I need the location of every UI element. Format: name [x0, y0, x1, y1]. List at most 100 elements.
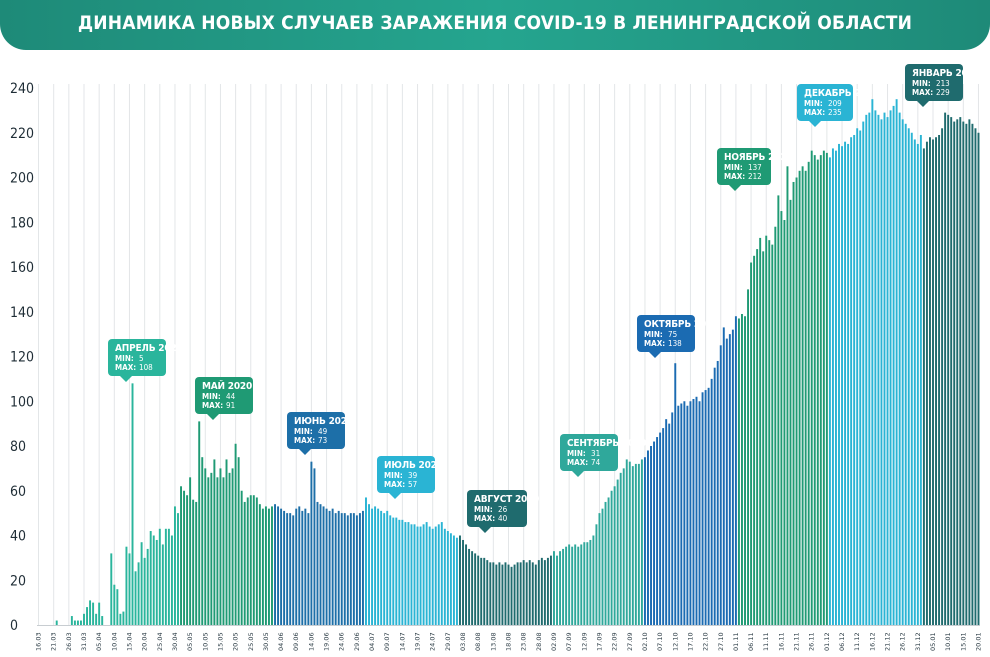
bar [868, 112, 871, 626]
bar [219, 468, 222, 625]
bar [498, 562, 501, 625]
callout-min-label: MIN: [567, 449, 586, 458]
bar [556, 555, 558, 625]
x-tick-label: 06.11 [747, 632, 755, 651]
bar [707, 387, 710, 625]
x-tick-label: 26.11 [808, 632, 816, 651]
bar [744, 316, 746, 625]
callout-max-label: MAX: [912, 88, 934, 97]
callout-max-row: MAX: 212 [724, 172, 764, 181]
callout-max-value: 74 [591, 458, 601, 467]
bar [519, 562, 522, 625]
bar [434, 526, 437, 625]
bar [143, 557, 146, 625]
bar [507, 564, 510, 625]
bar [471, 551, 474, 625]
bar [516, 562, 519, 625]
bar [164, 528, 167, 625]
bar [683, 401, 686, 625]
bar [601, 508, 604, 625]
bar [716, 360, 719, 625]
bar [780, 211, 783, 625]
bar [361, 510, 364, 625]
x-tick-label: 19.06 [323, 632, 331, 651]
bar [562, 548, 565, 625]
bar [874, 110, 877, 625]
y-tick-label: 240 [10, 81, 34, 97]
x-tick-label: 21.03 [50, 632, 58, 651]
bar [119, 613, 122, 625]
bar [207, 477, 210, 625]
bar [365, 497, 367, 625]
x-tick-label: 17.10 [686, 632, 694, 651]
bar [941, 128, 944, 625]
bar [161, 544, 164, 625]
month-callout: ОКТЯБРЬ 2020 MIN: 75 MAX: 138 [637, 315, 718, 358]
bar [455, 537, 458, 625]
bar [283, 510, 286, 625]
bar [304, 508, 307, 625]
bar [789, 199, 792, 625]
bar [79, 620, 82, 625]
month-callout: ДЕКАБРЬ 2020 MIN: 209 MAX: 235 [797, 84, 879, 127]
bar [528, 560, 531, 625]
callout-max-row: MAX: 235 [804, 108, 846, 117]
bar [459, 535, 461, 625]
x-tick-label: 12.10 [671, 632, 679, 651]
bar [137, 562, 140, 625]
callout-month: МАЙ 2020 [202, 381, 253, 392]
bar [86, 607, 89, 625]
x-tick-label: 23.08 [520, 632, 528, 651]
callout-min-row: MIN: 31 [567, 449, 611, 458]
bar [898, 112, 901, 626]
bar [113, 584, 116, 625]
bar [886, 117, 889, 626]
bar [195, 501, 198, 625]
bar [689, 401, 692, 625]
y-tick-label: 200 [10, 171, 34, 187]
x-tick-label: 09.06 [292, 632, 300, 651]
bar [334, 513, 337, 625]
x-tick-label: 24.06 [338, 632, 346, 651]
callout-min-row: MIN: 209 [804, 99, 846, 108]
bar [280, 508, 283, 625]
bar [340, 513, 343, 625]
callout-max-label: MAX: [804, 108, 826, 117]
callout-max-label: MAX: [567, 458, 589, 467]
bar [889, 110, 892, 625]
callout-min-value: 26 [498, 505, 508, 514]
bar [98, 602, 101, 625]
x-tick-label: 03.08 [459, 632, 467, 651]
x-tick-label: 10.01 [944, 632, 952, 651]
callout-min-row: MIN: 26 [474, 505, 520, 514]
bar [234, 443, 237, 625]
bar [643, 457, 646, 625]
bar [962, 121, 965, 625]
bar [616, 479, 619, 625]
x-tick-label: 16.11 [777, 632, 785, 651]
bar [640, 459, 643, 625]
bar [662, 428, 665, 625]
bar [313, 468, 316, 625]
bar [728, 334, 731, 625]
bar [110, 553, 113, 625]
x-tick-label: 17.09 [595, 632, 603, 651]
bar [337, 510, 340, 625]
callout-max-label: MAX: [724, 172, 746, 181]
x-tick-label: 10.05 [201, 632, 209, 651]
month-callout: НОЯБРЬ 2020 MIN: 137 MAX: 212 [717, 148, 793, 191]
bar [76, 620, 79, 625]
x-tick-label: 08.08 [474, 632, 482, 651]
bar [831, 148, 834, 625]
bar [322, 506, 325, 625]
bar [383, 513, 386, 625]
bar [747, 289, 750, 625]
callout-min-row: MIN: 5 [115, 354, 159, 363]
bar [368, 504, 370, 625]
bar [286, 513, 289, 625]
bar [346, 515, 349, 625]
bar [965, 123, 968, 626]
callout-max-value: 40 [498, 514, 508, 523]
bar [404, 522, 407, 625]
bar [349, 513, 352, 625]
